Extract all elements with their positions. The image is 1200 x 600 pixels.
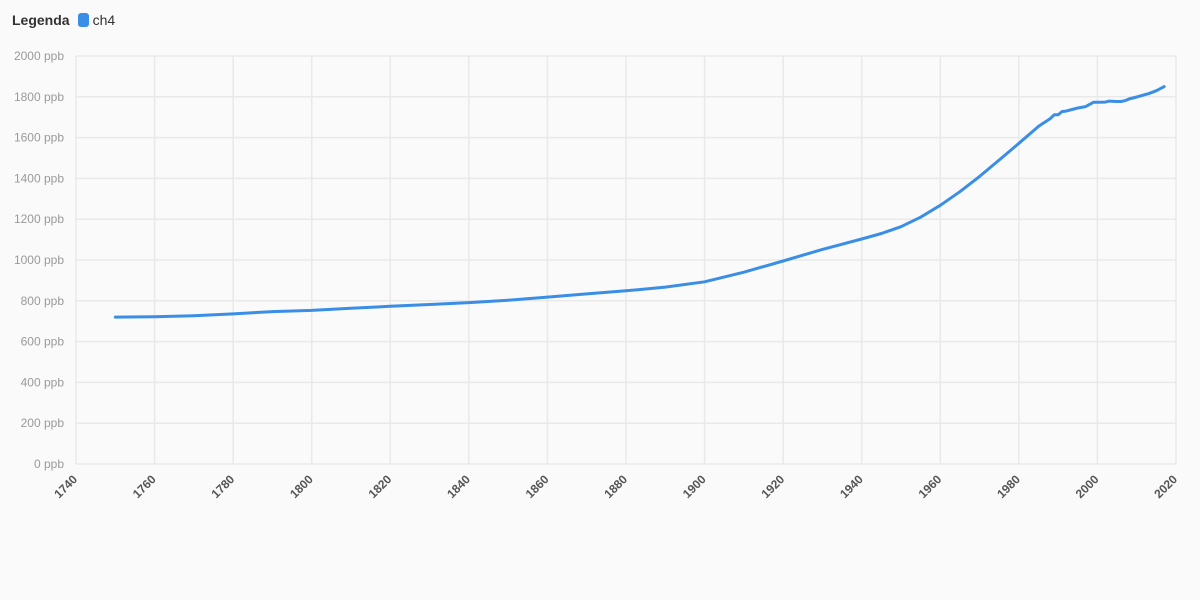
series-layer: [113, 85, 1166, 319]
legend-item-label: ch4: [92, 12, 116, 28]
legend-swatch: [77, 13, 89, 27]
x-tick-label: 1960: [916, 472, 945, 501]
grid: [75, 55, 1177, 465]
y-tick-label: 600 ppb: [21, 335, 65, 349]
y-tick-label: 800 ppb: [21, 294, 65, 308]
legend-item-ch4[interactable]: ch4: [77, 12, 116, 28]
x-tick-label: 1780: [208, 472, 237, 501]
y-tick-label: 1000 ppb: [14, 253, 64, 267]
legend: Legenda ch4: [12, 12, 115, 28]
x-tick-label: 1940: [837, 472, 866, 501]
y-tick-label: 0 ppb: [34, 457, 64, 471]
x-tick-label: 1860: [523, 472, 552, 501]
series-line-ch4[interactable]: [113, 85, 1166, 319]
y-tick-label: 400 ppb: [21, 375, 65, 389]
y-tick-label: 200 ppb: [21, 416, 65, 430]
y-tick-label: 1400 ppb: [14, 171, 64, 185]
y-axis-ticks: 0 ppb 200 ppb 400 ppb 600 ppb 800 ppb 1000 pp…: [14, 49, 64, 471]
x-tick-label: 1920: [758, 472, 787, 501]
x-tick-label: 1840: [444, 472, 473, 501]
x-tick-label: 1800: [287, 472, 316, 501]
y-tick-label: 2000 ppb: [14, 49, 64, 63]
y-tick-label: 1200 ppb: [14, 212, 64, 226]
x-axis-ticks: 1740 1760 1780 1800 1820 1840 1860 1880 1900 1920…: [51, 472, 1180, 501]
legend-title: Legenda: [12, 12, 70, 28]
x-tick-label: 1900: [680, 472, 709, 501]
x-tick-label: 2020: [1151, 472, 1180, 501]
x-tick-label: 2000: [1073, 472, 1102, 501]
x-tick-label: 1820: [366, 472, 395, 501]
x-tick-label: 1760: [130, 472, 159, 501]
y-tick-label: 1600 ppb: [14, 131, 64, 145]
x-tick-label: 1740: [51, 472, 80, 501]
x-tick-label: 1880: [601, 472, 630, 501]
x-tick-label: 1980: [994, 472, 1023, 501]
y-tick-label: 1800 ppb: [14, 90, 64, 104]
